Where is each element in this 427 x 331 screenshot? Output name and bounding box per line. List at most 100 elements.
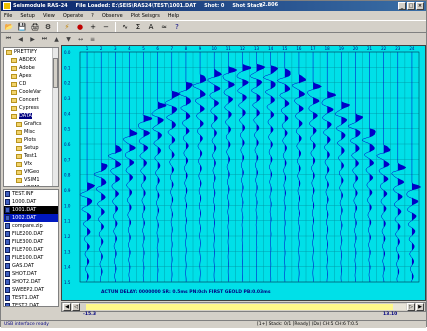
tree-folder-item[interactable]: Test1 (4, 152, 58, 160)
record-icon[interactable]: ● (76, 22, 84, 31)
scroll-track[interactable] (86, 304, 406, 310)
file-list-item[interactable]: FILE300.DAT (4, 238, 58, 246)
channel-tick-label: 8 (185, 46, 188, 51)
file-list-item[interactable]: 1000.DAT (4, 198, 58, 206)
file-name: FILE300.DAT (12, 239, 44, 245)
tree-folder-item[interactable]: Grafics (4, 120, 58, 128)
filter-icon[interactable]: ∿ (122, 22, 128, 31)
tree-folder-item[interactable]: Plots (4, 136, 58, 144)
file-list-item[interactable]: 1001.DAT (4, 206, 58, 214)
tree-folder-item[interactable]: PRETTIFY (4, 48, 58, 56)
menu-item[interactable]: Setup (20, 12, 35, 19)
nav-next-icon[interactable]: ▶ (30, 35, 35, 43)
tree-folder-item[interactable]: DATA (4, 112, 58, 120)
tree-folder-item[interactable]: Setup (4, 144, 58, 152)
minimize-button[interactable]: _ (398, 2, 406, 10)
tree-folder-label: DATA (19, 113, 32, 119)
tree-folder-label: Adobe (19, 65, 35, 71)
file-list[interactable]: TEST.INF 1000.DAT 1001.DAT 1002.DAT compare.… (3, 189, 59, 307)
help-icon[interactable]: ? (175, 22, 179, 31)
file-list-item[interactable]: TEST1.DAT (4, 294, 58, 302)
clip-icon[interactable]: ≡ (89, 35, 96, 43)
channel-tick-label: 3 (114, 46, 117, 51)
zoom-in-icon[interactable]: + (90, 22, 96, 31)
channel-tick-label: 2 (100, 46, 103, 51)
menu-item[interactable]: File (4, 12, 13, 19)
tree-folder-item[interactable]: Misc (4, 128, 58, 136)
menu-item[interactable]: View (42, 12, 55, 19)
scale-icon[interactable]: ↔ (77, 35, 84, 43)
tree-folder-label: Setup (24, 145, 39, 151)
tree-folder-item[interactable]: ABDEX (4, 56, 58, 64)
file-list-item[interactable]: 1002.DAT (4, 214, 58, 222)
zoom-out-icon[interactable]: − (103, 22, 109, 31)
agc-icon[interactable]: A (148, 22, 154, 31)
file-list-item[interactable]: FILE700.DAT (4, 246, 58, 254)
menu-item[interactable]: Observe (101, 12, 123, 19)
main-toolbar: 📂 💾 🖨 ⚙ ⚡ ● + − ∿ Σ A ≈? (1, 20, 426, 33)
open-icon[interactable]: 📂 (4, 22, 14, 31)
maximize-button[interactable]: □ (407, 2, 415, 10)
file-icon (5, 247, 10, 253)
tree-folder-item[interactable]: VSIM2 (4, 184, 58, 186)
gain-up-icon[interactable]: ▲ (54, 35, 59, 43)
menu-item[interactable]: Help (167, 12, 180, 19)
file-list-item[interactable]: compare.zip (4, 222, 58, 230)
tree-folder-item[interactable]: VfGeo (4, 168, 58, 176)
file-list-item[interactable]: FILE100.DAT (4, 254, 58, 262)
menu-item[interactable]: Plot Seisgrs (130, 12, 160, 19)
scroll-left-button[interactable]: ◁ (72, 303, 80, 311)
file-list-item[interactable]: TEST.INF (4, 190, 58, 198)
trace-wiggle (151, 52, 167, 282)
tree-folder-item[interactable]: VSIM1 (4, 176, 58, 184)
file-list-item[interactable]: FILE200.DAT (4, 230, 58, 238)
tree-folder-item[interactable]: CooleVar (4, 88, 58, 96)
nav-prev-icon[interactable]: ◀ (18, 35, 23, 43)
trace-fill (171, 52, 181, 282)
close-button[interactable]: × (416, 2, 424, 10)
tree-folder-label: CD (19, 81, 27, 87)
file-icon (5, 199, 10, 205)
seismogram-plot[interactable]: 0.0 0.1 0.2 0.3 0.4 0.5 0.6 0.7 0.8 0.9 1.0 1.1 1.2 1… (61, 45, 426, 301)
tree-folder-item[interactable]: Adobe (4, 64, 58, 72)
channel-tick-label: 10 (212, 46, 218, 51)
file-list-item[interactable]: SWEEP2.DAT (4, 286, 58, 294)
tree-folder-item[interactable]: Cypress (4, 104, 58, 112)
horizontal-scrollbar[interactable]: ◀ ◁ ▷ ▶ (61, 302, 426, 312)
tree-scrollbar[interactable] (52, 48, 58, 186)
tree-folder-item[interactable]: Concert (4, 96, 58, 104)
folder-icon (11, 65, 17, 71)
nav-first-icon[interactable]: ⏮ (5, 35, 12, 42)
tree-folder-item[interactable]: CD (4, 80, 58, 88)
trace-wiggle (207, 52, 223, 282)
tree-folder-item[interactable]: Apex (4, 72, 58, 80)
trigger-icon[interactable]: ⚡ (64, 22, 70, 31)
time-tick-label: 1.0 (64, 203, 71, 208)
status-bar: USB interface ready [1+] Stack: 0/1 [Rea… (1, 320, 426, 328)
scroll-right-button[interactable]: ▷ (407, 303, 415, 311)
file-list-item[interactable]: SHOT2.DAT (4, 278, 58, 286)
file-list-item[interactable]: GAS.DAT (4, 262, 58, 270)
channel-tick-label: 13 (254, 46, 260, 51)
file-name: SHOT.DAT (12, 271, 37, 277)
settings-icon[interactable]: ⚙ (44, 22, 52, 31)
nav-last-icon[interactable]: ⏭ (41, 35, 48, 42)
app-title: Seismodule RAS-24 (13, 3, 68, 9)
file-icon (5, 231, 10, 237)
gain-down-icon[interactable]: ▼ (66, 35, 71, 43)
folder-icon (11, 57, 17, 63)
folder-icon (16, 153, 22, 159)
print-icon[interactable]: 🖨 (30, 22, 40, 31)
stack-icon[interactable]: Σ (135, 22, 141, 31)
file-list-item[interactable]: TEST2.DAT (4, 302, 58, 306)
folder-tree[interactable]: PRETTIFY ABDEX Adobe Apex CD CooleVar Concert C… (3, 47, 59, 187)
wiggle-icon[interactable]: ≈ (161, 22, 167, 31)
file-list-item[interactable]: SHOT.DAT (4, 270, 58, 278)
menu-item[interactable]: Operate (62, 12, 84, 19)
scroll-home-button[interactable]: ◀ (63, 303, 71, 311)
tree-folder-item[interactable]: Vfx (4, 160, 58, 168)
tree-scroll-thumb[interactable] (53, 58, 58, 88)
scroll-end-button[interactable]: ▶ (416, 303, 424, 311)
menu-item[interactable]: ? (91, 12, 94, 19)
save-icon[interactable]: 💾 (17, 22, 27, 31)
